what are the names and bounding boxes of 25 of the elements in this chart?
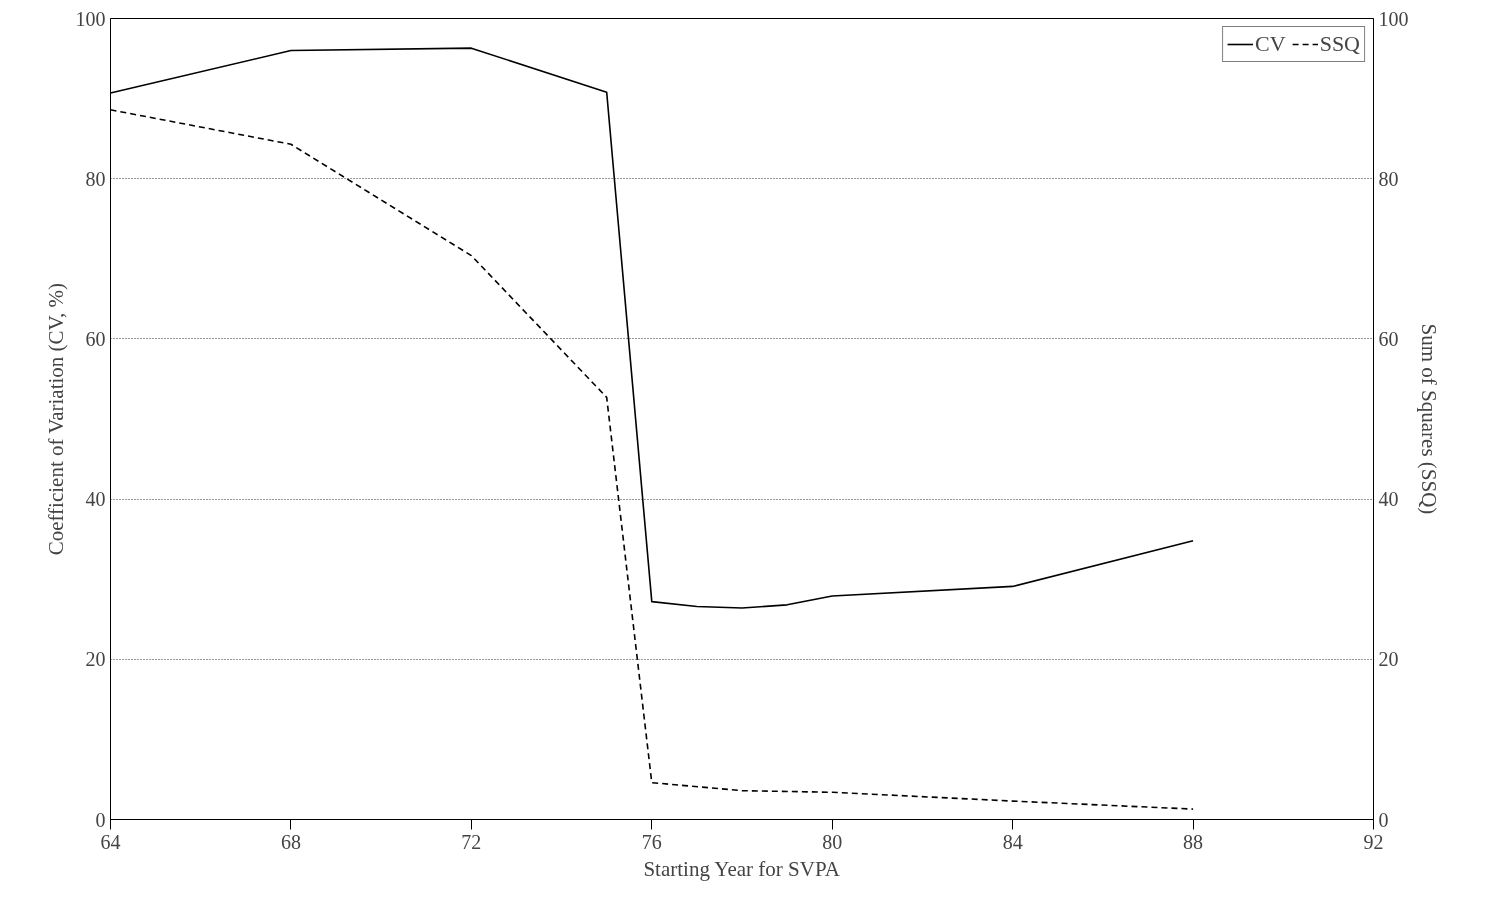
- x-tick-label: 76: [641, 830, 662, 853]
- y-tick-label: 80: [85, 167, 106, 190]
- y-tick-label: 40: [85, 488, 106, 511]
- y-tick-label: 0: [95, 808, 106, 831]
- legend-label: CV: [1255, 31, 1286, 57]
- y-tick-label: 60: [85, 327, 106, 350]
- y2-axis-title: Sum of Squares (SSQ): [1416, 323, 1441, 515]
- y-tick-label: 100: [75, 7, 106, 30]
- y2-tick-label: 40: [1378, 488, 1399, 511]
- y2-tick-label: 100: [1378, 7, 1409, 30]
- x-tick-label: 92: [1363, 830, 1384, 853]
- y-axis-title: Coefficient of Variation (CV, %): [43, 283, 68, 556]
- x-tick-label: 88: [1183, 830, 1204, 853]
- y2-tick-label: 80: [1378, 167, 1399, 190]
- x-axis-title: Starting Year for SVPA: [643, 856, 841, 881]
- y2-tick-label: 60: [1378, 327, 1399, 350]
- legend-label: SSQ: [1319, 31, 1360, 57]
- y2-tick-label: 0: [1378, 808, 1389, 831]
- x-tick-label: 72: [461, 830, 482, 853]
- y-tick-label: 20: [85, 648, 106, 671]
- x-tick-label: 80: [822, 830, 843, 853]
- x-tick-label: 64: [100, 830, 121, 853]
- y2-tick-label: 20: [1378, 648, 1399, 671]
- x-tick-label: 68: [280, 830, 301, 853]
- x-tick-label: 84: [1002, 830, 1023, 853]
